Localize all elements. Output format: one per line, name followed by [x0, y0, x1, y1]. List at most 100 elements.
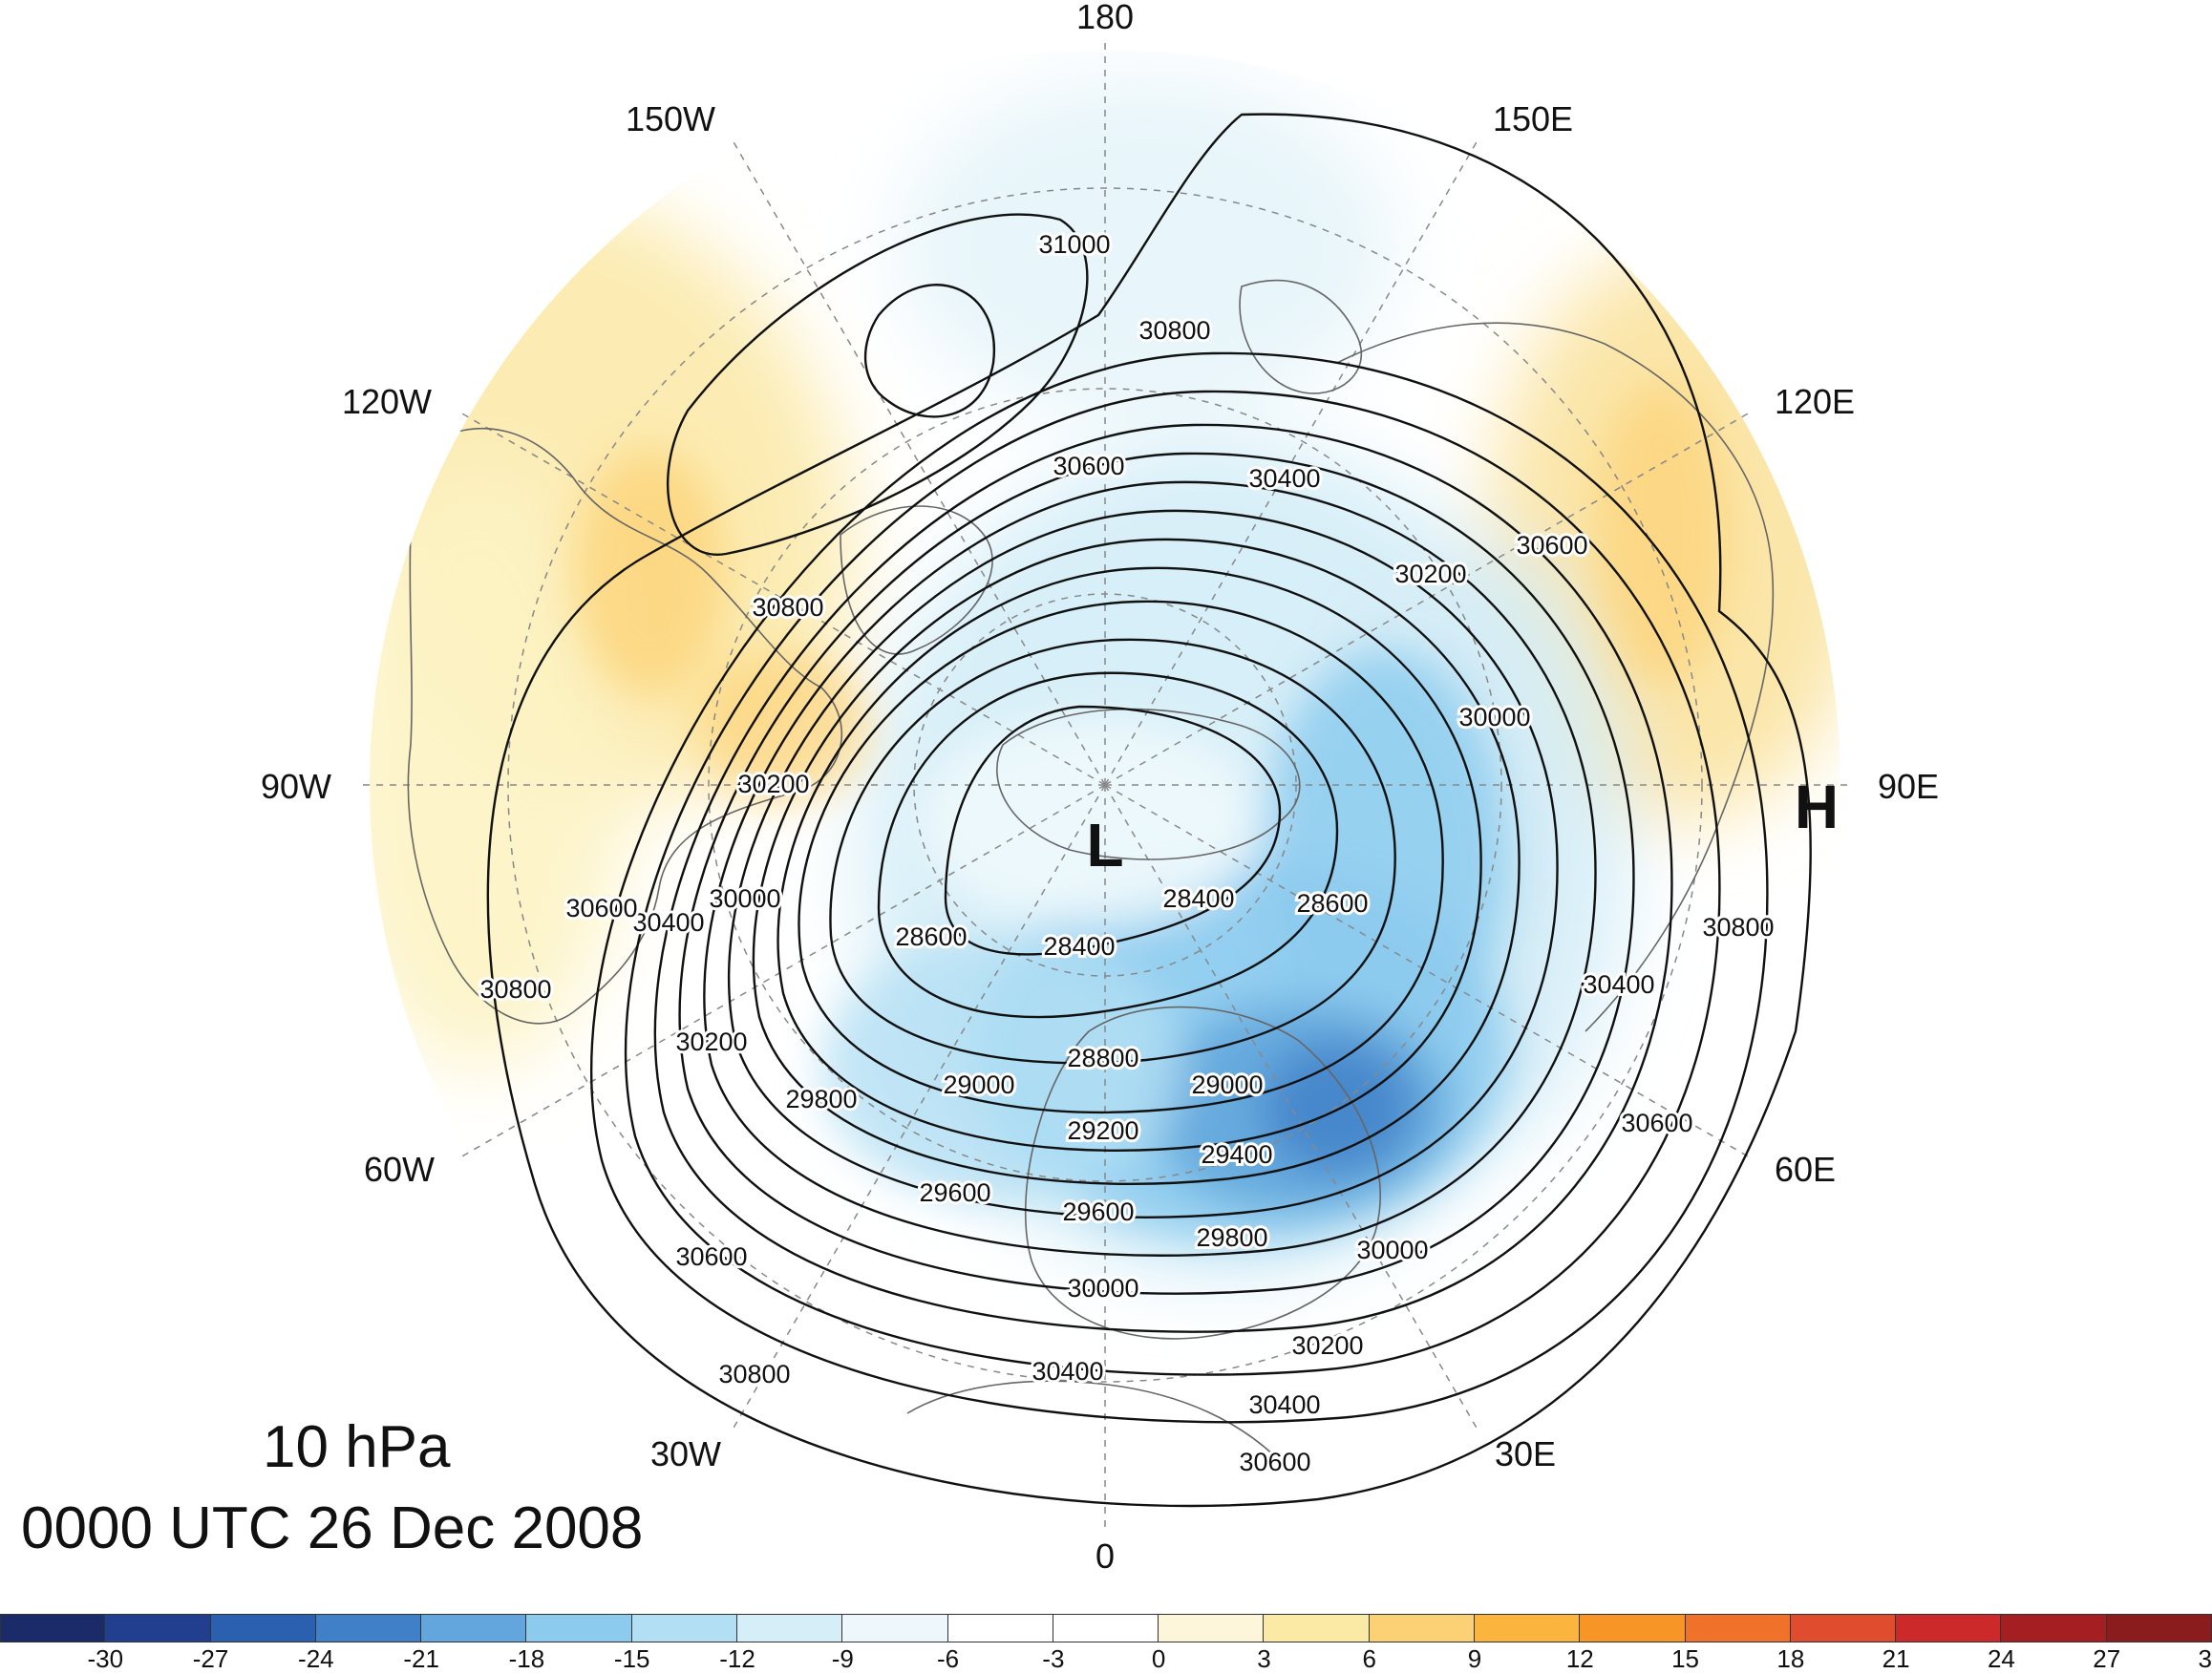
colorbar-tick-label: 21 [1882, 1644, 1910, 1673]
contour-30800 [486, 113, 1812, 1508]
contour-label: 30600 [1621, 1109, 1692, 1137]
colorbar-tick-label: 15 [1671, 1644, 1700, 1673]
contour-30200 [653, 423, 1673, 1333]
colorbar-tick-label: -9 [831, 1644, 854, 1673]
colorbar-tick-label: -27 [192, 1644, 229, 1673]
colorbar-tick-label: -3 [1042, 1644, 1065, 1673]
colorbar-box [1369, 1614, 1475, 1642]
lon-label-30w: 30W [650, 1434, 721, 1473]
colorbar-box [0, 1614, 106, 1642]
anomaly-shading [370, 50, 1840, 1520]
lon-label-60e: 60E [1775, 1150, 1836, 1189]
contour-label: 30000 [1458, 703, 1530, 731]
contour-label: 29400 [1201, 1140, 1272, 1169]
contour-label: 28600 [1296, 889, 1368, 918]
contour-label: 30400 [1032, 1357, 1103, 1386]
colorbar-box [1685, 1614, 1791, 1642]
contour-label: 30400 [632, 908, 704, 937]
lon-label-120w: 120W [342, 382, 432, 421]
contour-label: 29000 [1191, 1070, 1263, 1099]
contour-label: 28400 [1162, 884, 1234, 913]
contour-label: 30800 [479, 975, 551, 1004]
colorbar: -30 -27 -24 -21 -18 -15 -12 -9 -6 -3 0 3 6 9 12 15 18 21 2… [0, 1614, 2212, 1674]
contour-label: 30400 [1248, 1390, 1320, 1419]
colorbar-box [1264, 1614, 1370, 1642]
contour-label: 29600 [919, 1178, 990, 1207]
contour-31000 [863, 284, 996, 418]
contour-30400 [625, 390, 1721, 1376]
contour-28600 [877, 671, 1339, 1019]
colorbar-tick-label: -18 [508, 1644, 545, 1673]
low-center-label: L [1086, 811, 1123, 879]
contour-label: 30200 [1291, 1331, 1363, 1360]
contour-label: 30600 [1053, 452, 1124, 480]
height-contours [486, 113, 1812, 1508]
contour-30600 [590, 351, 1769, 1424]
colorbar-tick-label: 30 [2198, 1644, 2212, 1673]
colorbar-tick-label: -24 [298, 1644, 334, 1673]
contour-label: 30000 [1067, 1274, 1138, 1303]
contour-29400 [752, 538, 1521, 1185]
lon-label-150e: 150E [1493, 99, 1573, 138]
colorbar-box [2106, 1614, 2212, 1642]
contour-label: 30600 [1239, 1448, 1310, 1476]
colorbar-tick-label: 9 [1467, 1644, 1482, 1673]
contour-label: 30400 [1583, 970, 1654, 999]
colorbar-tick-label: -30 [87, 1644, 124, 1673]
longitude-labels: 180 150E 120E 90E 60E 30E 0 30W 60W 90W … [261, 0, 1939, 1576]
colorbar-tick-label: 12 [1565, 1644, 1594, 1673]
contour-30000 [678, 452, 1635, 1295]
lon-label-90w: 90W [261, 767, 331, 806]
contour-31000-outer [667, 213, 1089, 556]
contour-label: 30000 [709, 884, 780, 913]
contour-label: 29000 [943, 1070, 1014, 1099]
colorbar-box [1159, 1614, 1265, 1642]
colorbar-box [210, 1614, 316, 1642]
contour-label: 29800 [785, 1085, 857, 1113]
lon-label-0: 0 [1095, 1536, 1115, 1576]
colorbar-tick-label: -6 [937, 1644, 960, 1673]
colorbar-box [1896, 1614, 2002, 1642]
colorbar-tick-label: -12 [719, 1644, 755, 1673]
colorbar-box [1580, 1614, 1686, 1642]
colorbar-box [2001, 1614, 2107, 1642]
contour-label: 28800 [1067, 1044, 1138, 1072]
colorbar-tick-label: 27 [2093, 1644, 2121, 1673]
contour-label: 29200 [1067, 1116, 1138, 1145]
contour-28800 [829, 638, 1396, 1065]
colorbar-tick-label: 3 [1257, 1644, 1271, 1673]
colorbar-tick-label: 24 [1987, 1644, 2015, 1673]
colorbar-box [1053, 1614, 1159, 1642]
contour-label: 30200 [1394, 560, 1466, 588]
contour-label: 30800 [1702, 913, 1774, 942]
contour-label: 30800 [1138, 316, 1210, 345]
lon-label-60w: 60W [364, 1150, 435, 1189]
title-valid-time: 0000 UTC 26 Dec 2008 [21, 1495, 644, 1561]
contour-label: 30600 [565, 894, 637, 922]
contour-label: 28400 [1043, 932, 1115, 961]
colorbar-box [315, 1614, 422, 1642]
contour-29200 [776, 566, 1482, 1153]
lon-label-30e: 30E [1495, 1434, 1556, 1473]
contour-labels: 28400 28400 28600 28600 28800 29000 2900… [477, 227, 1776, 1479]
colorbar-box [737, 1614, 843, 1642]
colorbar-tick-label: 6 [1362, 1644, 1376, 1673]
colorbar-box [842, 1614, 948, 1642]
contour-label: 29600 [1062, 1197, 1134, 1226]
colorbar-box [631, 1614, 737, 1642]
contour-28400 [944, 705, 1282, 956]
colorbar-tick-label: 18 [1776, 1644, 1805, 1673]
colorbar-tick-label: -21 [403, 1644, 439, 1673]
lon-label-120e: 120E [1775, 382, 1855, 421]
contour-label: 31000 [1038, 230, 1110, 259]
colorbar-box [526, 1614, 632, 1642]
colorbar-box [947, 1614, 1053, 1642]
contour-label: 28600 [895, 922, 967, 951]
contour-label: 29800 [1196, 1223, 1267, 1252]
contour-29000 [798, 600, 1444, 1114]
colorbar-box [421, 1614, 527, 1642]
colorbar-box [105, 1614, 211, 1642]
lon-label-150w: 150W [626, 99, 715, 138]
contour-29600 [727, 509, 1559, 1218]
contour-29800 [703, 480, 1597, 1257]
